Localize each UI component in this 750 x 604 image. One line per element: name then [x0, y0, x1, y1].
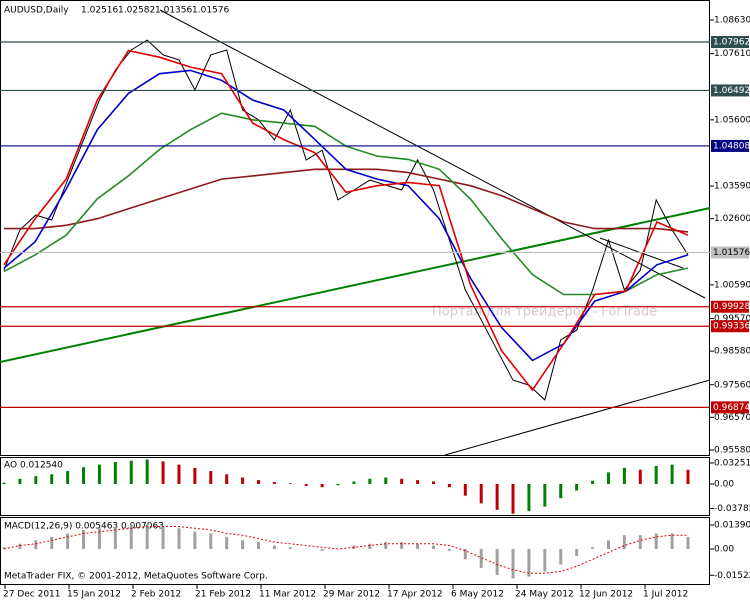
y-tick-label: 0.00	[714, 479, 734, 489]
level-label: 0.99928	[713, 302, 750, 312]
y-tick-label: 0.97560	[714, 380, 750, 390]
macd-title: MACD(12,26,9) 0.005463 0.007063	[4, 522, 164, 532]
y-tick-label: 1.08630	[714, 16, 750, 26]
ao-title: AO 0.012540	[4, 461, 63, 471]
y-tick-label: -0.01522	[714, 571, 750, 581]
x-tick-label: 12 Jun 2012	[579, 590, 633, 600]
y-tick-label: 1.05600	[714, 115, 750, 125]
watermark: Портал для трейдеров - ForTrade	[432, 305, 657, 320]
price-line	[3, 39, 689, 401]
level-box	[711, 84, 749, 97]
level-label: 1.07962	[713, 38, 750, 48]
x-tick-label: 27 Dec 2011	[3, 590, 61, 600]
macd-frame	[0, 517, 710, 585]
level-label: 1.04808	[713, 141, 750, 151]
close: 1.01576	[192, 6, 229, 16]
symbol: AUDUSD,Daily	[4, 6, 69, 16]
trendline	[159, 9, 706, 299]
level-label: 0.96874	[713, 403, 750, 413]
y-tick-label: 0.96570	[714, 413, 750, 423]
trendline	[444, 379, 711, 456]
x-tick-label: 21 Feb 2012	[195, 590, 251, 600]
x-tick-label: 24 May 2012	[515, 590, 574, 600]
y-tick-label: 1.00590	[714, 280, 750, 290]
level-label: 1.01576	[713, 248, 750, 258]
main-frame	[0, 0, 710, 456]
level-label: 1.06492	[713, 86, 750, 96]
price-line	[4, 168, 689, 233]
price-line	[3, 112, 689, 296]
y-tick-label: 0.95580	[714, 445, 750, 455]
ao-frame	[0, 457, 710, 516]
y-tick-label: 0.00	[714, 544, 734, 554]
trendline	[0, 207, 711, 363]
level-box	[711, 36, 749, 49]
level-box	[711, 139, 749, 152]
y-tick-label: 0.032516	[714, 458, 750, 468]
price-line	[3, 49, 689, 392]
low: 1.01356	[155, 6, 192, 16]
y-tick-label: 1.07610	[714, 49, 750, 59]
level-box	[711, 401, 749, 414]
x-tick-label: 11 Mar 2012	[259, 590, 316, 600]
price-line	[3, 69, 689, 362]
open: 1.02516	[81, 6, 118, 16]
x-tick-label: 6 May 2012	[451, 590, 504, 600]
x-tick-label: 29 Mar 2012	[323, 590, 380, 600]
level-box	[711, 320, 749, 333]
level-box	[711, 300, 749, 313]
y-tick-label: 0.98580	[714, 347, 750, 357]
level-box	[711, 246, 749, 259]
x-tick-label: 1 Jul 2012	[643, 590, 688, 600]
x-tick-label: 15 Jan 2012	[67, 590, 121, 600]
signal-line	[3, 526, 688, 574]
level-label: 0.99336	[713, 322, 750, 332]
y-tick-label: 0.013906	[714, 520, 750, 530]
y-tick-label: -0.03785	[714, 504, 750, 514]
x-tick-label: 2 Feb 2012	[131, 590, 181, 600]
x-tick-label: 17 Apr 2012	[387, 590, 443, 600]
high: 1.02582	[118, 6, 155, 16]
footer: MetaTrader FIX, © 2001-2012, MetaQuotes …	[4, 572, 268, 582]
y-tick-label: 1.02600	[714, 214, 750, 224]
y-tick-label: 1.03590	[714, 182, 750, 192]
y-tick-label: 0.99570	[714, 314, 750, 324]
